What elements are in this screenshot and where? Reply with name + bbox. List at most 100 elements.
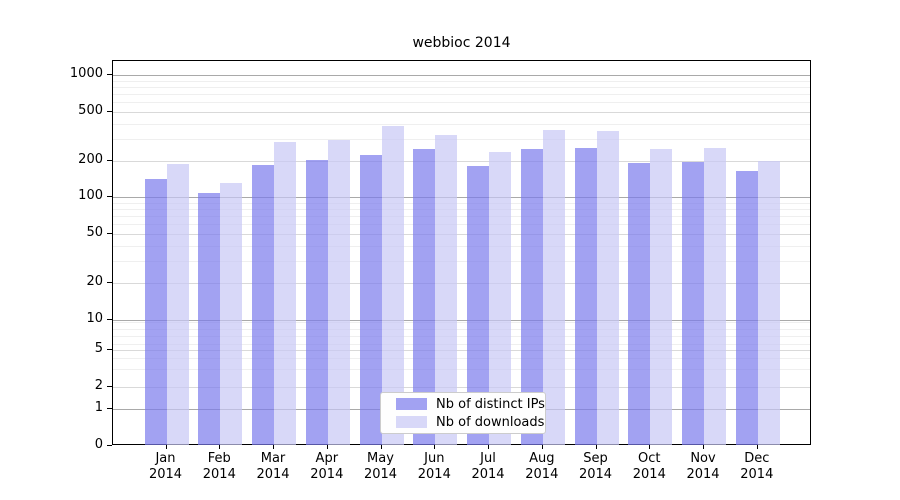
- y-tick-mark: [107, 445, 112, 446]
- x-tick-label: Feb 2014: [191, 451, 247, 483]
- bar-oct-downloads: [650, 149, 673, 445]
- x-tick-year: 2014: [310, 467, 344, 482]
- gridline: [113, 160, 810, 162]
- x-tick-month: Dec: [744, 451, 770, 466]
- bar-mar-downloads: [274, 142, 296, 445]
- bar-may-downloads: [381, 126, 404, 445]
- gridline: [113, 246, 810, 247]
- chart-title: webbioc 2014: [412, 35, 511, 51]
- x-tick-label: Oct 2014: [621, 451, 677, 483]
- x-tick-label: Aug 2014: [514, 451, 570, 483]
- gridline: [113, 335, 810, 337]
- bar-jun-downloads: [435, 135, 458, 445]
- bar-mar-distinct-ips: [252, 164, 274, 445]
- y-tick-mark: [107, 74, 112, 75]
- gridline: [113, 80, 810, 82]
- gridline: [113, 261, 810, 263]
- x-tick-year: 2014: [202, 467, 236, 482]
- x-tick-year: 2014: [525, 467, 559, 482]
- y-tick-label: 100: [78, 188, 103, 204]
- x-tick-mark: [273, 445, 274, 449]
- x-tick-month: May: [367, 451, 394, 466]
- x-tick-label: Apr 2014: [299, 451, 355, 483]
- x-tick-mark: [541, 445, 543, 449]
- y-tick-mark: [107, 408, 112, 410]
- x-tick-mark: [219, 445, 221, 449]
- bar-apr-distinct-ips: [305, 160, 328, 445]
- bar-sep-downloads: [596, 130, 619, 445]
- gridline: [113, 224, 810, 226]
- y-tick-label: 10: [86, 310, 103, 326]
- legend-row-downloads: Nb of downloads: [381, 415, 545, 430]
- x-tick-month: Jan: [155, 451, 176, 466]
- legend-row-distinct-ips: Nb of distinct IPs: [381, 397, 545, 412]
- y-tick-mark: [107, 233, 112, 235]
- x-tick-month: Jul: [480, 451, 496, 466]
- gridline: [113, 357, 810, 359]
- x-tick-mark: [165, 445, 167, 449]
- x-tick-mark: [488, 445, 489, 449]
- x-tick-mark: [326, 445, 328, 449]
- gridline: [113, 138, 810, 140]
- gridline: [113, 386, 810, 388]
- bar-feb-downloads: [220, 183, 243, 445]
- x-tick-year: 2014: [148, 467, 183, 482]
- x-tick-mark: [434, 445, 436, 449]
- legend-swatch-distinct-ips: [396, 398, 427, 410]
- gridline: [113, 86, 810, 88]
- bar-apr-downloads: [327, 140, 350, 445]
- x-tick-year: 2014: [632, 467, 666, 482]
- y-tick-mark: [107, 159, 112, 161]
- y-tick-mark: [107, 349, 112, 351]
- bar-sep-distinct-ips: [574, 147, 597, 445]
- bar-jul-downloads: [489, 151, 511, 445]
- y-tick-mark: [107, 281, 112, 283]
- x-tick-label: May 2014: [353, 451, 409, 483]
- plot-area: Nb of distinct IPs Nb of downloads: [112, 60, 811, 445]
- y-tick-mark: [107, 318, 112, 320]
- gridline: [113, 328, 810, 330]
- y-tick-label: 2: [94, 377, 103, 393]
- x-tick-label: Sep 2014: [568, 451, 624, 483]
- gridline: [113, 75, 810, 76]
- y-tick-label: 500: [78, 102, 103, 118]
- gridline: [113, 111, 810, 113]
- x-tick-year: 2014: [256, 467, 290, 482]
- x-tick-month: Nov: [690, 451, 716, 466]
- x-tick-mark: [703, 445, 704, 449]
- x-tick-month: Sep: [583, 451, 608, 466]
- bar-aug-distinct-ips: [520, 149, 543, 445]
- bar-dec-downloads: [757, 160, 780, 445]
- gridline: [113, 234, 810, 236]
- bar-jul-distinct-ips: [467, 166, 489, 445]
- x-tick-year: 2014: [686, 467, 720, 482]
- bar-jan-downloads: [166, 163, 189, 445]
- x-tick-mark: [756, 445, 758, 449]
- gridline: [113, 209, 810, 211]
- bar-dec-distinct-ips: [735, 170, 758, 445]
- x-tick-year: 2014: [740, 467, 774, 482]
- gridline: [113, 123, 810, 125]
- gridline: [113, 322, 810, 324]
- gridline: [113, 102, 810, 104]
- y-tick-label: 1: [94, 400, 103, 416]
- legend: Nb of distinct IPs Nb of downloads: [380, 392, 546, 434]
- y-tick-label: 5: [94, 341, 103, 357]
- x-tick-year: 2014: [363, 467, 398, 482]
- x-tick-mark: [649, 445, 651, 449]
- gridline: [113, 93, 810, 95]
- x-tick-label: Jul 2014: [460, 451, 516, 483]
- y-tick-mark: [107, 196, 112, 198]
- y-tick-label: 20: [86, 273, 103, 289]
- x-tick-month: Aug: [529, 451, 555, 466]
- legend-swatch-downloads: [396, 416, 427, 428]
- x-tick-month: Mar: [260, 451, 286, 466]
- x-tick-mark: [380, 445, 382, 449]
- bar-jun-distinct-ips: [413, 148, 436, 445]
- gridline: [113, 350, 810, 352]
- x-tick-year: 2014: [578, 467, 613, 482]
- x-tick-label: Jan 2014: [138, 451, 194, 483]
- gridline: [113, 202, 810, 204]
- gridline: [113, 319, 810, 321]
